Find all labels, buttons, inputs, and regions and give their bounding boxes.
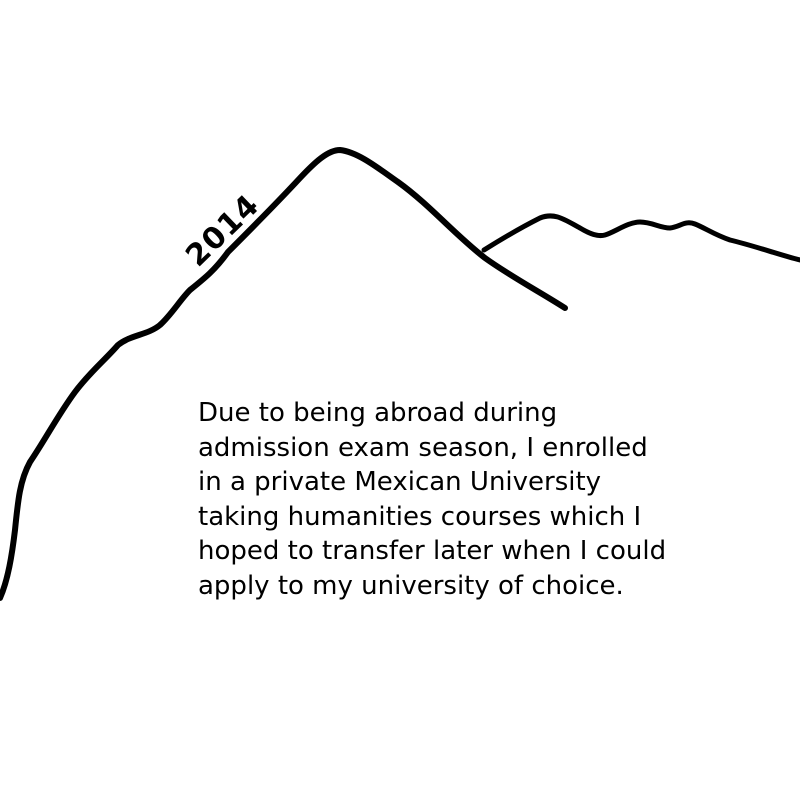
caption-line: admission exam season, I enrolled <box>198 432 648 463</box>
caption-line: hoped to transfer later when I could <box>198 536 667 566</box>
caption-line: taking humanities courses which I <box>198 501 642 532</box>
story-caption: Due to being abroad during admission exa… <box>198 396 778 603</box>
caption-line: apply to my university of choice. <box>198 570 624 601</box>
caption-line: Due to being abroad during <box>198 398 558 428</box>
main-mountain-ridge <box>0 147 568 601</box>
secondary-mountain-ridge <box>481 213 800 263</box>
caption-line: in a private Mexican University <box>198 467 602 497</box>
